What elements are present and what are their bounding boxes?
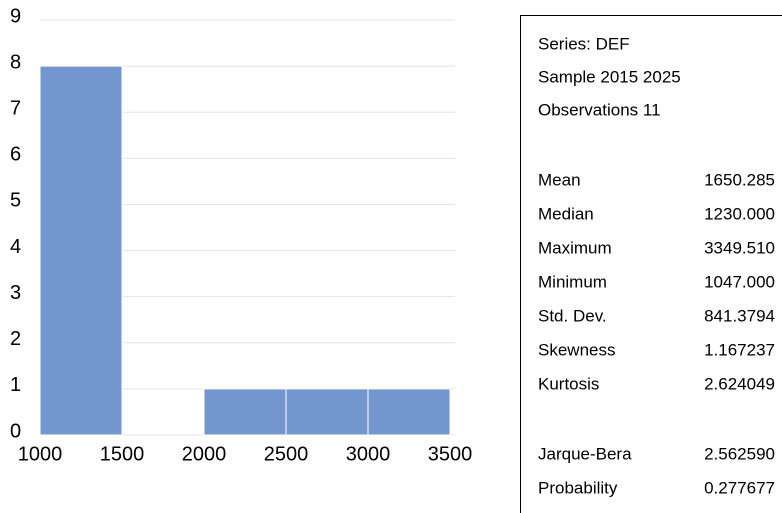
test-name: Jarque-Bera bbox=[538, 444, 632, 463]
y-tick-label: 0 bbox=[10, 420, 21, 442]
stat-name: Maximum bbox=[538, 238, 612, 257]
stat-name: Minimum bbox=[538, 272, 607, 291]
y-tick-label: 7 bbox=[10, 98, 21, 120]
stat-value: 3349.510 bbox=[704, 238, 775, 257]
stat-name: Median bbox=[538, 204, 594, 223]
y-tick-label: 1 bbox=[10, 374, 21, 396]
stats-header: Sample 2015 2025 bbox=[538, 67, 681, 86]
stats-header: Series: DEF bbox=[538, 34, 630, 53]
y-tick-label: 9 bbox=[10, 5, 21, 27]
test-value: 2.562590 bbox=[704, 444, 775, 463]
y-tick-label: 2 bbox=[10, 328, 21, 350]
bar bbox=[39, 65, 123, 436]
stats-header: Observations 11 bbox=[538, 100, 661, 119]
stat-value: 2.624049 bbox=[704, 374, 775, 393]
stats-box bbox=[520, 15, 782, 513]
stat-value: 1650.285 bbox=[704, 170, 775, 189]
stat-value: 841.3794 bbox=[704, 306, 775, 325]
bar bbox=[285, 388, 369, 436]
y-tick-label: 8 bbox=[10, 51, 21, 73]
y-tick-label: 5 bbox=[10, 190, 21, 212]
x-tick-label: 3500 bbox=[428, 443, 473, 465]
bar bbox=[367, 388, 451, 436]
y-tick-label: 4 bbox=[10, 236, 21, 258]
stat-name: Std. Dev. bbox=[538, 306, 607, 325]
stat-name: Mean bbox=[538, 170, 581, 189]
stat-value: 1230.000 bbox=[704, 204, 775, 223]
y-tick-label: 6 bbox=[10, 144, 21, 166]
stat-name: Skewness bbox=[538, 340, 615, 359]
stat-value: 1.167237 bbox=[704, 340, 775, 359]
x-tick-label: 1000 bbox=[18, 443, 63, 465]
y-tick-label: 3 bbox=[10, 282, 21, 304]
stat-value: 1047.000 bbox=[704, 272, 775, 291]
x-tick-label: 3000 bbox=[346, 443, 391, 465]
stat-name: Kurtosis bbox=[538, 374, 599, 393]
x-tick-label: 1500 bbox=[100, 443, 145, 465]
test-value: 0.277677 bbox=[704, 478, 775, 497]
bar bbox=[203, 388, 287, 436]
x-tick-label: 2500 bbox=[264, 443, 309, 465]
x-tick-label: 2000 bbox=[182, 443, 227, 465]
test-name: Probability bbox=[538, 478, 618, 497]
